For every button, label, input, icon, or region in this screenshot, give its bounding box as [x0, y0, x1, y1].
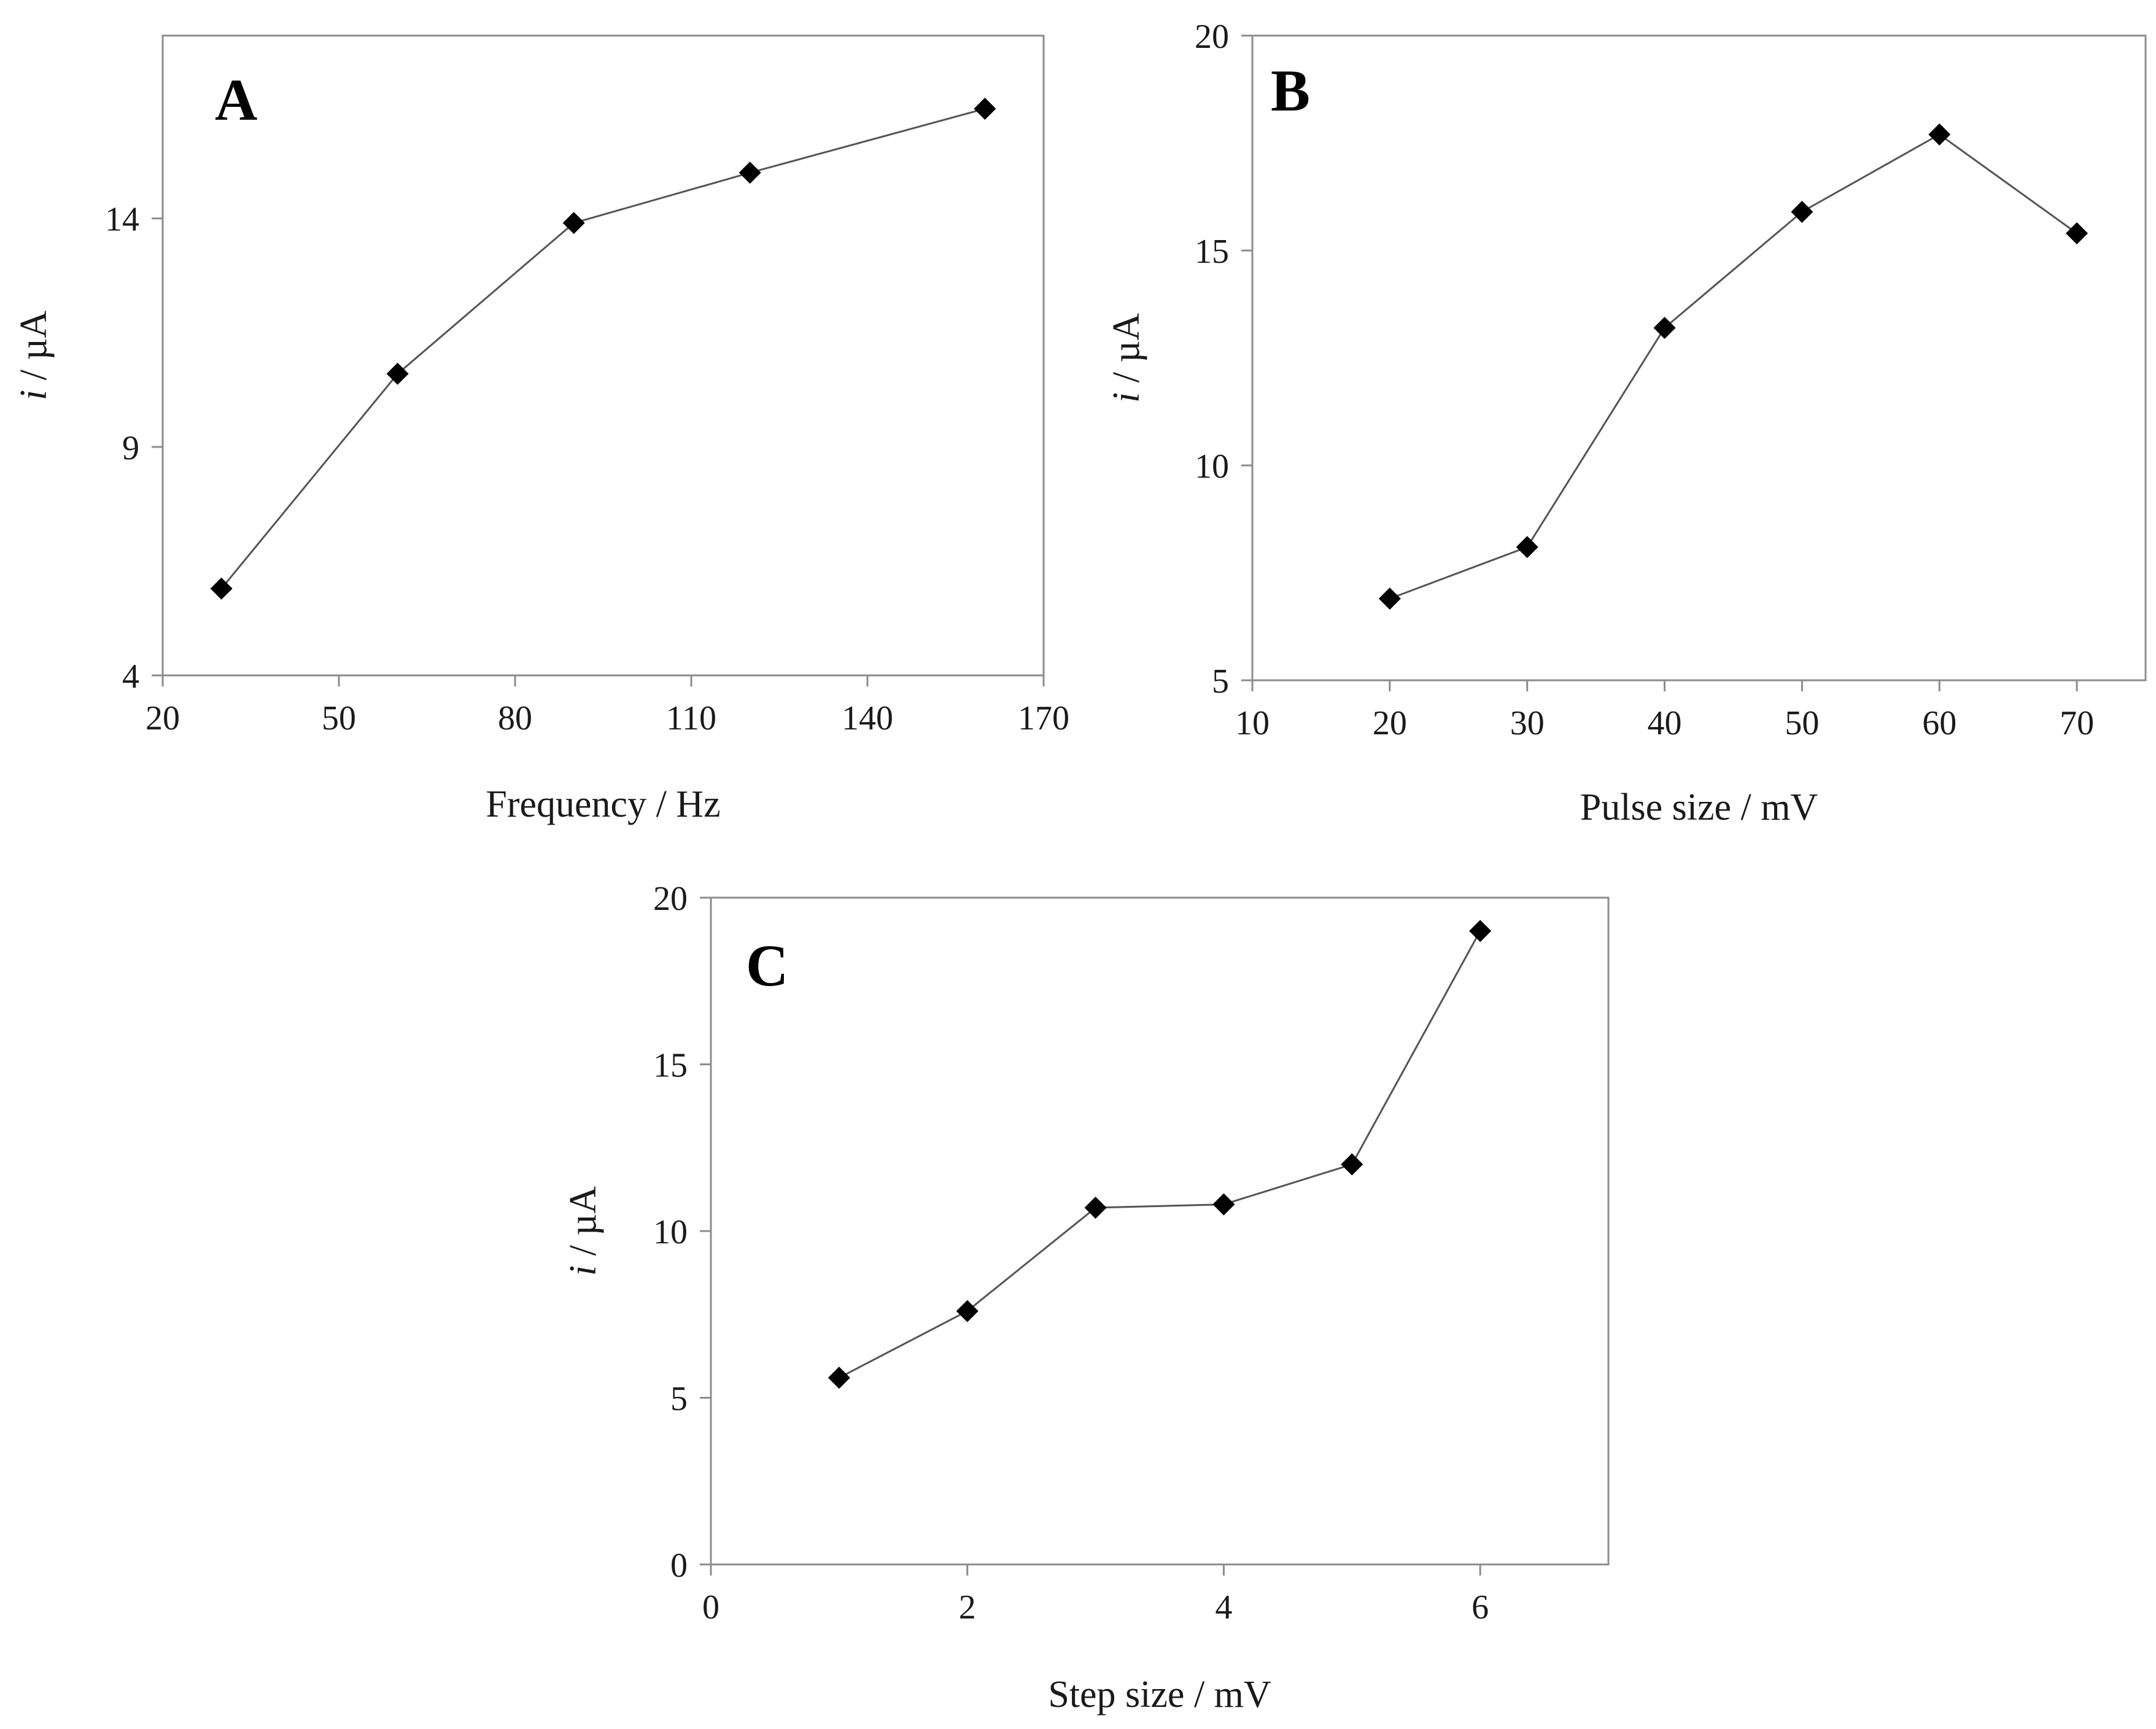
y-tick-label: 10 — [653, 1213, 688, 1251]
x-tick-label: 110 — [666, 699, 716, 737]
x-tick-label: 80 — [498, 699, 532, 737]
x-tick-label: 2 — [959, 1588, 976, 1626]
panel-c: 0 2 4 6 0 5 10 15 20 Step size / mV i / µA C — [562, 880, 1610, 1715]
y-axis-label-symbol: i — [562, 1265, 604, 1276]
data-point-marker — [2066, 222, 2088, 244]
data-point-marker — [386, 362, 409, 385]
x-tick-label: 170 — [1018, 699, 1069, 737]
data-point-marker — [562, 212, 585, 235]
data-point-marker — [210, 577, 233, 600]
y-tick-label: 10 — [1195, 448, 1229, 486]
data-point-marker — [1212, 1193, 1235, 1216]
data-point-marker — [1516, 536, 1538, 558]
plot-area — [710, 896, 1610, 1566]
x-tick-label: 6 — [1472, 1588, 1489, 1626]
x-tick-label: 40 — [1648, 704, 1682, 742]
data-point-marker — [1791, 201, 1813, 223]
data-point-marker — [1084, 1196, 1107, 1219]
data-point-marker — [974, 98, 996, 120]
y-axis-label-symbol: i — [13, 390, 55, 400]
y-tick-label: 15 — [653, 1047, 688, 1085]
x-tick-label: 20 — [145, 699, 180, 737]
x-tick-label: 10 — [1235, 704, 1270, 742]
panel-letter: B — [1271, 58, 1310, 123]
y-axis-label: i / µA — [562, 1186, 604, 1276]
series-line — [1389, 133, 2077, 600]
y-tick-label: 14 — [105, 201, 139, 239]
series-line — [839, 930, 1481, 1379]
y-axis-label-unit: / µA — [13, 311, 55, 390]
data-point-marker — [1653, 317, 1676, 339]
x-tick-label: 140 — [842, 699, 893, 737]
y-axis-label-unit: / µA — [1106, 313, 1147, 392]
x-tick-label: 20 — [1373, 704, 1407, 742]
y-axis-label: i / µA — [1106, 313, 1147, 403]
y-tick-label: 9 — [122, 429, 139, 467]
y-tick-label: 15 — [1195, 233, 1229, 271]
plot-area — [161, 34, 1045, 677]
x-tick-label: 50 — [1785, 704, 1819, 742]
data-point-marker — [956, 1300, 979, 1323]
data-point-marker — [828, 1366, 850, 1389]
x-tick-label: 4 — [1215, 1588, 1232, 1626]
y-axis-label-symbol: i — [1106, 392, 1147, 403]
x-axis-label: Pulse size / mV — [1580, 787, 1818, 828]
y-axis-label: i / µA — [13, 311, 55, 400]
y-tick-label: 4 — [122, 658, 139, 696]
y-tick-label: 20 — [653, 880, 688, 918]
data-point-marker — [1378, 588, 1401, 610]
x-axis-label: Step size / mV — [1048, 1674, 1271, 1715]
data-point-marker — [1341, 1153, 1363, 1176]
data-point-marker — [739, 161, 761, 184]
plot-area — [1251, 34, 2147, 682]
x-tick-label: 0 — [702, 1588, 719, 1626]
panel-a: 20 50 80 110 140 170 4 9 14 Frequency / Hz i / µA A — [13, 34, 1069, 825]
x-tick-label: 30 — [1510, 704, 1545, 742]
y-tick-label: 20 — [1195, 18, 1229, 56]
y-axis-label-unit: / µA — [562, 1186, 604, 1265]
x-tick-label: 50 — [322, 699, 356, 737]
data-point-marker — [1928, 123, 1951, 146]
y-tick-label: 5 — [1212, 662, 1229, 701]
y-tick-label: 0 — [670, 1547, 688, 1585]
x-tick-label: 70 — [2060, 704, 2094, 742]
data-point-marker — [1469, 920, 1492, 942]
x-tick-label: 60 — [1922, 704, 1956, 742]
panel-letter: C — [746, 933, 788, 998]
y-tick-label: 5 — [670, 1380, 688, 1418]
panel-letter: A — [215, 67, 257, 133]
x-axis-label: Frequency / Hz — [486, 783, 720, 825]
